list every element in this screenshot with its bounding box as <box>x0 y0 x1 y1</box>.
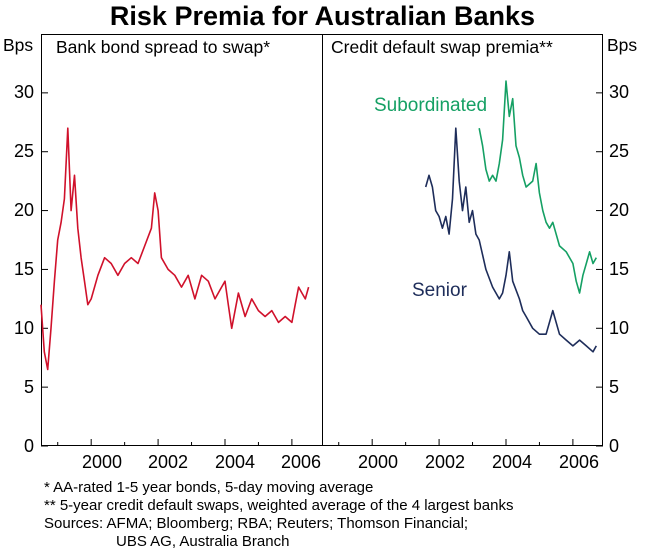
left-y-tick-label: 10 <box>13 318 34 338</box>
left-x-tick-label: 2006 <box>280 452 322 472</box>
right-y-tick-label: 5 <box>609 377 620 397</box>
right-y-tick-label: 30 <box>609 82 630 102</box>
right-x-tick-label: 2004 <box>491 452 533 472</box>
right-x-tick-label: 2002 <box>424 452 466 472</box>
right-panel-title: Credit default swap premia** <box>331 37 553 57</box>
right-y-tick-label: 15 <box>609 259 630 279</box>
series-line-senior <box>424 127 597 353</box>
series-label-subordinated: Subordinated <box>374 95 488 116</box>
panel-divider <box>322 34 323 446</box>
right-y-tick-label: 25 <box>609 141 630 161</box>
left-y-tick-label: 25 <box>13 141 34 161</box>
right-x-tick-label: 2006 <box>558 452 600 472</box>
left-y-axis-unit: Bps <box>3 35 34 55</box>
right-x-tick-label: 2000 <box>357 452 399 472</box>
chart-title: Risk Premia for Australian Banks <box>109 1 536 31</box>
left-y-tick-label: 15 <box>13 259 34 279</box>
sources-note: Sources: AFMA; Bloomberg; RBA; Reuters; … <box>44 515 469 532</box>
left-x-tick-label: 2000 <box>81 452 123 472</box>
right-y-tick-label: 0 <box>609 436 620 456</box>
right-y-tick-label: 10 <box>609 318 630 338</box>
left-y-tick-label: 30 <box>13 82 34 102</box>
left-y-tick-label: 5 <box>23 377 34 397</box>
footnote-bond: * AA-rated 1-5 year bonds, 5-day moving … <box>44 479 374 496</box>
left-x-tick-label: 2002 <box>147 452 189 472</box>
left-x-tick-label: 2004 <box>214 452 256 472</box>
right-y-axis-unit: Bps <box>607 35 638 55</box>
footnote-cds: ** 5-year credit default swaps, weighted… <box>44 497 514 514</box>
series-line-subordinated <box>478 80 597 294</box>
left-panel-title: Bank bond spread to swap* <box>56 37 271 57</box>
left-y-tick-label: 0 <box>23 436 34 456</box>
axis-ticks <box>41 92 603 447</box>
sources-note-continued: UBS AG, Australia Branch <box>116 533 290 550</box>
right-y-tick-label: 20 <box>609 200 630 220</box>
series-line-bank-bond-spread <box>40 127 310 371</box>
left-y-tick-label: 20 <box>13 200 34 220</box>
series-label-senior: Senior <box>412 280 467 301</box>
